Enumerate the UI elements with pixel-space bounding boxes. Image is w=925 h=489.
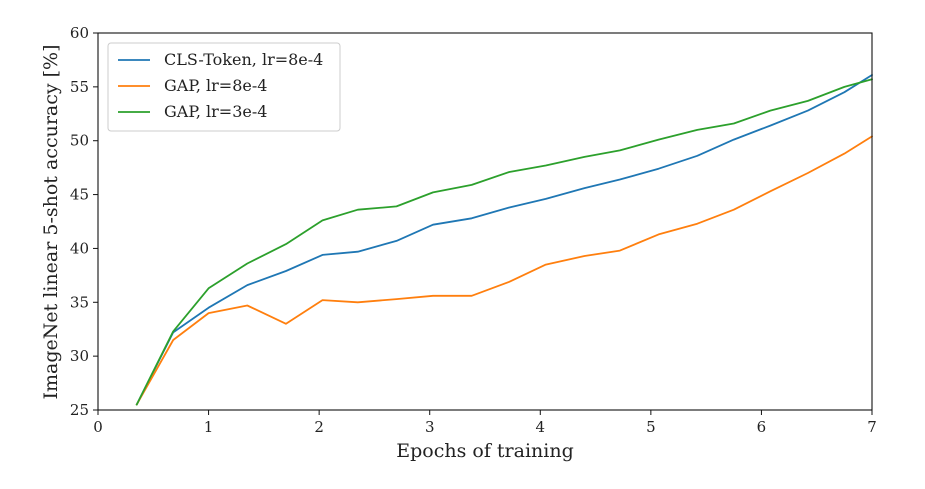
- x-tick-label: 7: [867, 418, 877, 436]
- x-tick-label: 2: [314, 418, 324, 436]
- y-tick-label: 60: [70, 24, 89, 42]
- y-axis-ticks: 25 30 35 40 45 50 55 60: [70, 24, 98, 419]
- y-axis-label: ImageNet linear 5-shot accuracy [%]: [40, 44, 62, 399]
- x-tick-label: 3: [425, 418, 435, 436]
- y-tick-label: 25: [70, 401, 89, 419]
- y-tick-label: 50: [70, 132, 89, 150]
- x-tick-label: 5: [646, 418, 656, 436]
- y-tick-label: 40: [70, 239, 89, 257]
- series-line-2: [135, 135, 873, 406]
- x-axis-label: Epochs of training: [396, 440, 574, 462]
- y-tick-label: 55: [70, 78, 89, 96]
- legend-box: [107, 42, 341, 132]
- series-lines: [135, 74, 873, 406]
- y-tick-label: 35: [70, 293, 89, 311]
- series-line-3: [135, 78, 873, 406]
- legend-label: GAP, lr=8e-4: [164, 76, 267, 95]
- y-tick-label: 45: [70, 186, 89, 204]
- legend: CLS-Token, lr=8e-4 GAP, lr=8e-4 GAP, lr=3e…: [107, 42, 341, 132]
- x-axis-ticks: 0 1 2 3 4 5 6 7: [93, 410, 877, 436]
- plot-frame: [97, 32, 873, 411]
- x-tick-label: 6: [757, 418, 767, 436]
- y-tick-label: 30: [70, 347, 89, 365]
- x-tick-label: 0: [93, 418, 103, 436]
- legend-label: CLS-Token, lr=8e-4: [164, 50, 323, 69]
- series-line-1: [135, 74, 873, 406]
- x-tick-label: 1: [204, 418, 214, 436]
- axes: [97, 32, 873, 411]
- legend-label: GAP, lr=3e-4: [164, 102, 267, 121]
- x-tick-label: 4: [536, 418, 546, 436]
